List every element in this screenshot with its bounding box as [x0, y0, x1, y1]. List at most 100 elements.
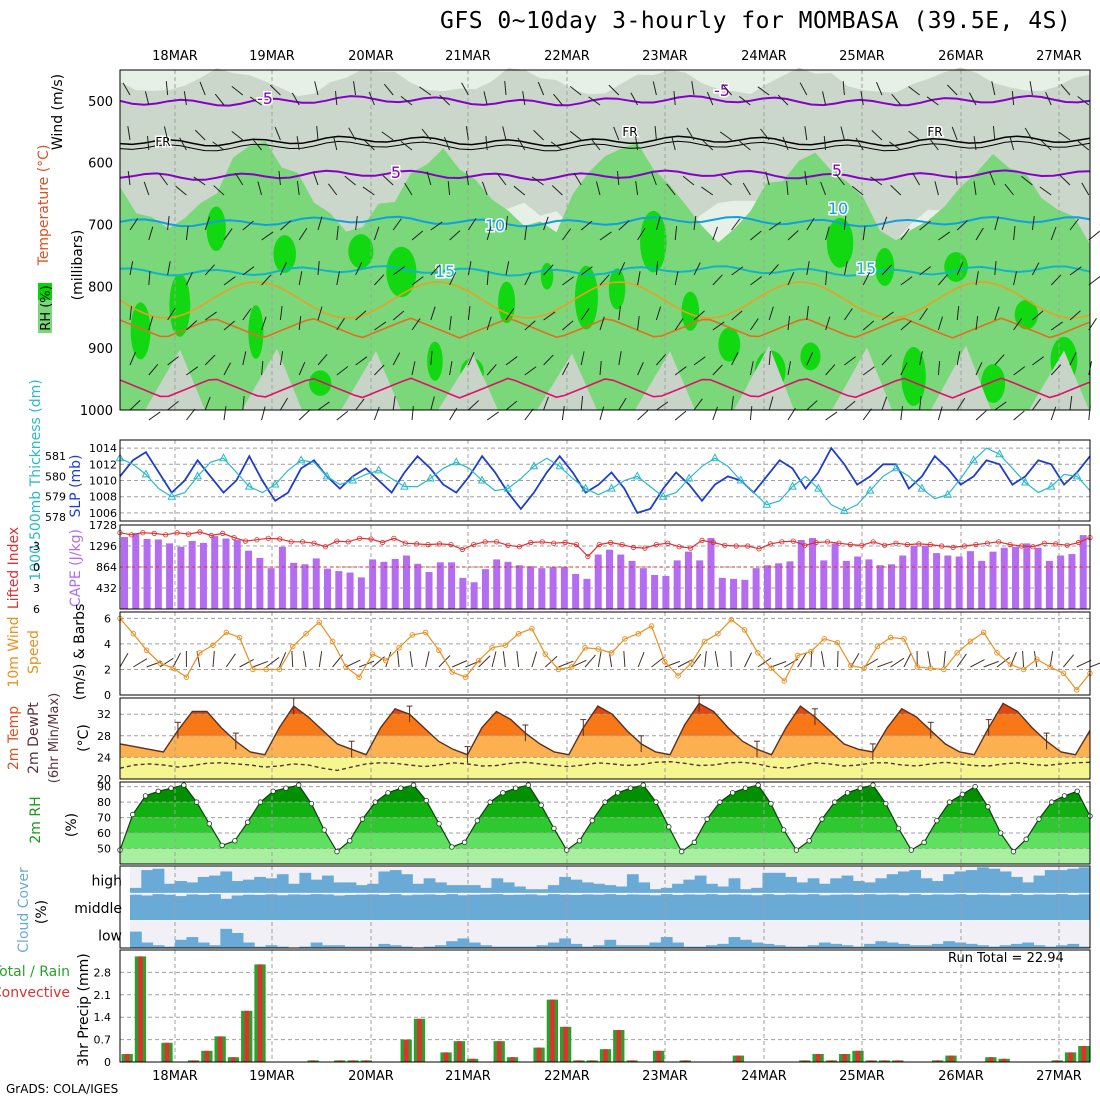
wind-barb — [569, 86, 582, 96]
precip-bar-convective — [550, 999, 555, 1062]
cloud-bar — [457, 885, 470, 894]
wind-barb — [204, 264, 216, 276]
wind-barb — [760, 128, 770, 141]
cloud-bar — [1022, 882, 1035, 894]
wind-barb — [1013, 318, 1023, 331]
wind-speed-marker — [210, 642, 216, 648]
wind-barb — [316, 126, 319, 141]
wind-barb — [485, 136, 488, 151]
y-tick-label: 500 — [88, 95, 113, 110]
rh-marker — [551, 825, 557, 832]
cloud-bar — [1056, 870, 1068, 894]
cloud-bar — [514, 894, 526, 921]
wind-speed-marker — [768, 665, 774, 671]
cloud-bar — [830, 878, 843, 894]
wind-barb — [167, 261, 171, 276]
cloud-bar — [1067, 894, 1080, 921]
cloud-bar — [559, 938, 571, 948]
wind-barb — [193, 176, 206, 186]
wind-barb — [908, 86, 920, 96]
y-tick-label: 2.8 — [94, 966, 112, 979]
panel-border — [119, 439, 1091, 522]
li-marker — [516, 544, 523, 550]
axis-title-cape: CAPE (J/kg) — [68, 529, 84, 607]
rh-marker — [934, 817, 940, 824]
li-marker — [242, 538, 249, 544]
cloud-bar — [762, 872, 775, 894]
wind-barb — [1069, 396, 1073, 411]
wind-barb — [261, 406, 266, 421]
cloud-bar — [660, 887, 673, 894]
panel-border — [119, 949, 1091, 1063]
cloud-bar — [785, 894, 797, 921]
thickness-marker — [581, 483, 590, 492]
cloud-bar — [954, 942, 967, 948]
wind-barb — [280, 220, 292, 231]
cloud-bar — [649, 942, 662, 948]
cloud-bar — [423, 878, 436, 894]
wind-barb — [159, 657, 174, 668]
wind-speed-marker — [329, 638, 336, 645]
li-marker — [745, 543, 751, 549]
thickness-marker — [762, 499, 772, 508]
wind-speed-marker — [675, 673, 681, 679]
wind-barb — [806, 261, 810, 276]
wind-barb — [674, 271, 679, 286]
wind-barb — [973, 181, 977, 196]
wind-barb — [426, 171, 432, 186]
li-marker — [185, 531, 192, 537]
wind-barb — [239, 658, 254, 668]
rh-blob — [130, 302, 151, 360]
wind-speed-marker — [701, 638, 708, 645]
wind-barb — [537, 81, 545, 96]
li-marker — [1053, 541, 1059, 547]
wind-barb — [719, 131, 732, 141]
wind-barb — [143, 181, 150, 196]
cloud-bar — [276, 874, 289, 894]
rh-spike — [734, 345, 794, 410]
rh-marker — [321, 827, 327, 833]
cape-bar — [177, 546, 185, 609]
wind-barb — [1060, 84, 1071, 96]
li-marker — [722, 542, 728, 548]
cloud-bar — [739, 894, 752, 921]
li-marker — [1064, 542, 1070, 548]
day-label-bottom: 20MAR — [348, 1069, 394, 1084]
wind-barb — [522, 91, 526, 106]
wind-barb — [372, 656, 385, 668]
wind-barb — [129, 306, 132, 321]
rh-blob — [681, 291, 700, 331]
precip-bar-convective — [457, 1041, 462, 1062]
cloud-bar — [1010, 943, 1023, 948]
cape-bar — [199, 542, 207, 609]
wind-barb — [317, 354, 328, 366]
axis-title-rh: RH (%) — [39, 285, 54, 330]
contour-label: 10 — [485, 216, 505, 235]
cloud-margin — [120, 866, 130, 948]
rh-blob — [348, 234, 374, 269]
cloud-bar — [807, 894, 820, 921]
cloud-bar — [288, 883, 300, 894]
cloud-bar — [412, 883, 425, 894]
cloud-bar — [536, 945, 549, 948]
li-marker — [528, 539, 534, 546]
wind-speed-marker — [648, 623, 655, 629]
day-label-top: 27MAR — [1036, 49, 1082, 64]
panel-border — [119, 611, 1091, 696]
cloud-bar — [525, 889, 538, 894]
li-marker — [916, 541, 922, 547]
cloud-bar — [265, 894, 278, 921]
li-marker — [334, 538, 340, 544]
wind-barb — [165, 81, 169, 96]
precip-bar-convective — [231, 1057, 236, 1062]
wind-barb — [425, 651, 430, 668]
wind-speed-marker — [821, 636, 827, 642]
cape-bar — [1079, 535, 1087, 609]
chart-title: GFS 0~10day 3-hourly for MOMBASA (39.5E,… — [440, 8, 1072, 34]
thickness-marker — [270, 479, 280, 488]
y-tick-label: 2.1 — [94, 989, 112, 1002]
li-marker — [619, 541, 625, 548]
cloud-bar — [322, 894, 334, 921]
wind-barb — [749, 406, 753, 421]
wind-barb — [355, 216, 358, 231]
